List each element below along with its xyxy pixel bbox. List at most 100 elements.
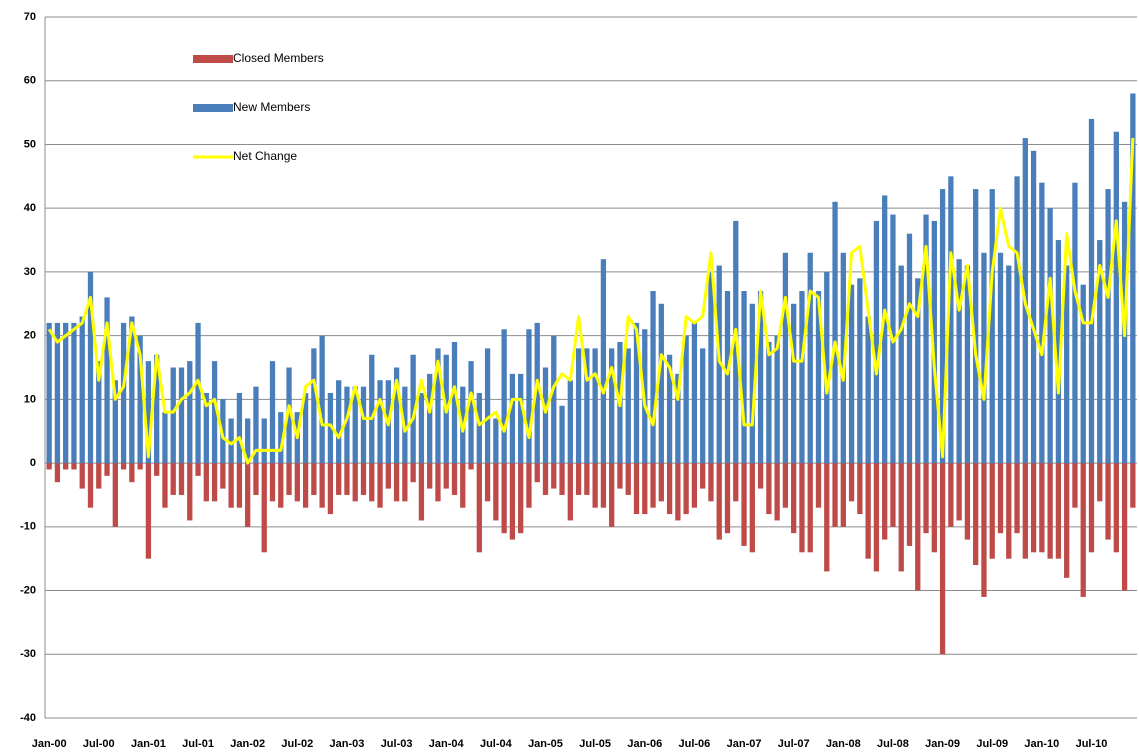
bar xyxy=(782,463,789,508)
bar xyxy=(336,463,342,495)
bar xyxy=(228,463,234,508)
bar xyxy=(1030,463,1037,553)
bar xyxy=(1039,463,1045,553)
bar xyxy=(749,463,755,553)
bar xyxy=(468,361,474,464)
bar xyxy=(625,463,631,495)
bar xyxy=(633,463,640,515)
x-tick-label: Jan-07 xyxy=(727,738,762,750)
bar xyxy=(187,463,193,521)
bar xyxy=(683,335,689,464)
bar xyxy=(377,463,383,508)
bar xyxy=(757,463,764,489)
y-tick-label: 30 xyxy=(24,266,36,278)
x-tick-label: Jan-03 xyxy=(330,738,365,750)
bar xyxy=(600,463,607,508)
bar xyxy=(518,373,524,464)
bar xyxy=(311,348,317,464)
bar xyxy=(369,463,375,502)
bar xyxy=(211,463,218,502)
bar xyxy=(873,463,880,572)
bar xyxy=(178,367,185,464)
bar xyxy=(575,348,582,464)
x-tick-label: Jul-00 xyxy=(83,738,115,750)
bar xyxy=(484,463,491,502)
bar xyxy=(774,463,780,521)
bar xyxy=(286,463,292,495)
bar xyxy=(700,348,706,464)
bar xyxy=(129,463,135,483)
bar xyxy=(757,291,764,464)
bar xyxy=(129,316,135,464)
bar xyxy=(162,412,168,464)
bar xyxy=(1105,189,1111,464)
bar xyxy=(666,354,673,464)
x-tick-label: Jan-09 xyxy=(925,738,960,750)
bar xyxy=(63,463,69,470)
x-tick-label: Jul-07 xyxy=(778,738,810,750)
bar xyxy=(393,463,400,502)
bar xyxy=(245,418,251,464)
x-tick-label: Jan-02 xyxy=(230,738,265,750)
legend-swatch xyxy=(193,104,233,112)
bar xyxy=(319,463,325,508)
bar xyxy=(137,335,143,464)
bar xyxy=(87,463,94,508)
bar xyxy=(625,348,631,464)
bar xyxy=(451,342,458,464)
y-tick-label: -10 xyxy=(20,521,36,533)
bar xyxy=(1072,182,1078,464)
bar xyxy=(170,463,176,495)
bar xyxy=(1022,463,1028,559)
bar xyxy=(650,291,656,464)
bar xyxy=(691,322,698,464)
bar xyxy=(534,463,540,483)
bar xyxy=(592,463,598,508)
bar xyxy=(203,392,209,464)
bar xyxy=(1030,150,1037,464)
bar xyxy=(824,271,830,464)
bar xyxy=(526,463,532,508)
bar xyxy=(741,291,747,464)
bar xyxy=(360,463,367,495)
bar xyxy=(493,418,499,464)
x-tick-label: Jan-00 xyxy=(32,738,67,750)
bar xyxy=(526,329,532,464)
bar xyxy=(898,265,904,464)
bar xyxy=(939,463,946,655)
bar xyxy=(609,348,615,464)
bar xyxy=(402,463,408,502)
bar xyxy=(633,322,640,464)
bar xyxy=(302,463,309,508)
bar xyxy=(898,463,904,572)
bar xyxy=(567,380,573,464)
bar xyxy=(906,463,913,546)
bar xyxy=(162,463,168,508)
bar xyxy=(873,220,880,464)
bar xyxy=(865,463,871,559)
bar xyxy=(1064,463,1070,578)
bar xyxy=(336,380,342,464)
bar xyxy=(427,463,433,489)
x-tick-label: Jan-08 xyxy=(826,738,861,750)
bar xyxy=(700,463,706,489)
bar xyxy=(393,367,400,464)
x-tick-label: Jul-03 xyxy=(381,738,413,750)
bar xyxy=(948,463,954,527)
bar xyxy=(104,463,110,476)
legend-swatch xyxy=(193,55,233,63)
bar xyxy=(890,463,896,527)
y-tick-label: -40 xyxy=(20,712,36,724)
bar xyxy=(584,348,590,464)
bar xyxy=(1113,463,1119,553)
bar xyxy=(1047,463,1053,559)
bar xyxy=(666,463,673,515)
bar xyxy=(791,463,797,534)
bar xyxy=(542,463,549,495)
y-tick-label: 40 xyxy=(24,202,36,214)
bar xyxy=(617,463,623,489)
bar xyxy=(327,392,334,464)
bar xyxy=(997,463,1004,534)
bar xyxy=(766,463,772,515)
